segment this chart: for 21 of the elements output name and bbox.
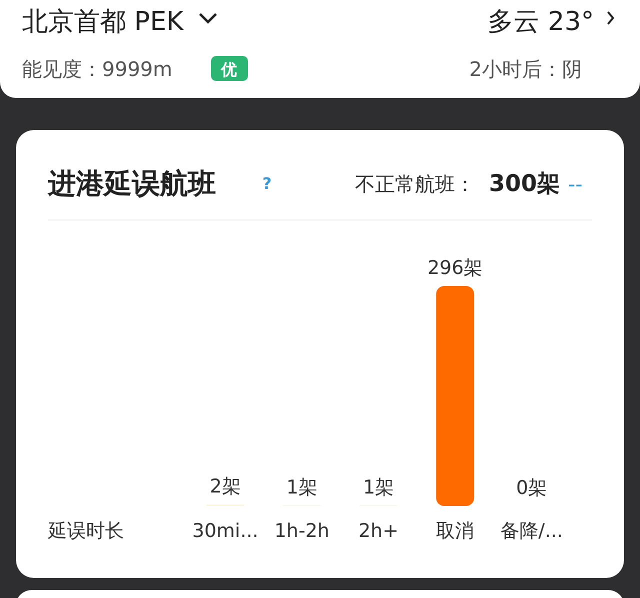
- x-tick-label: 取消: [436, 520, 474, 542]
- chart-title: 进港延误航班: [47, 167, 216, 200]
- data-label: 1架: [286, 476, 318, 498]
- x-tick-label: 2h+: [358, 520, 399, 542]
- text: 2小时后：阴: [469, 57, 582, 81]
- text: 北京首都 PEK: [22, 7, 184, 37]
- data-label: 296架: [427, 257, 483, 279]
- x-tick-label: 备降/...: [500, 520, 563, 542]
- text: --: [568, 172, 582, 196]
- x-tick-label: 30mi...: [192, 520, 258, 542]
- text: 300架: [488, 171, 560, 197]
- text: 优: [220, 60, 237, 79]
- text: 不正常航班：: [355, 172, 475, 196]
- text: 能见度：9999m: [22, 57, 172, 81]
- data-label: 2架: [210, 476, 241, 498]
- x-axis-title: 延误时长: [47, 520, 124, 542]
- data-label: 0架: [516, 477, 548, 499]
- x-tick-label: 1h-2h: [274, 520, 330, 542]
- text: 多云 23°: [488, 7, 594, 37]
- text: ?: [262, 174, 272, 193]
- data-label: 1架: [362, 476, 394, 498]
